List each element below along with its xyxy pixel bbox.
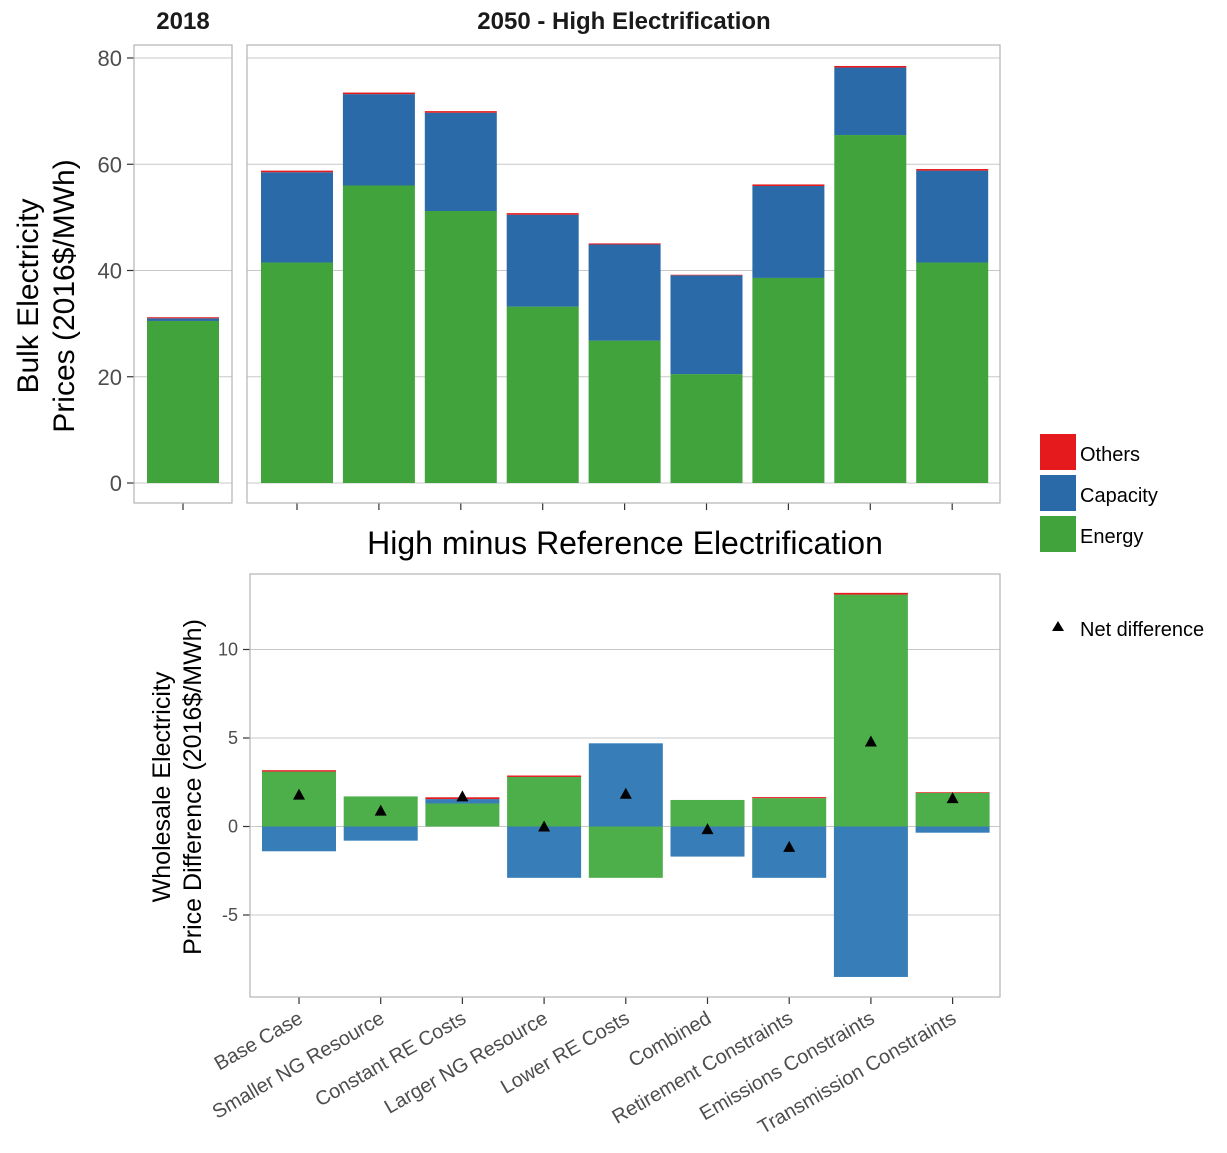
bottom-y-tick-label: -5 (222, 905, 238, 925)
top-y-axis-label-line1: Bulk Electricity (12, 198, 45, 393)
top-y-tick-label: 80 (98, 46, 122, 71)
bottom-bar-others-larger-ng-resource (507, 775, 582, 777)
bottom-bar-energy-emissions-constraints (833, 594, 908, 827)
top-2050-bar-energy-combined (670, 374, 743, 483)
bottom-panel-border (249, 573, 1001, 998)
legend-net-difference-triangle-icon (1052, 621, 1064, 631)
bottom-panel-title: High minus Reference Electrification (367, 525, 883, 561)
bottom-bar-others-emissions-constraints (833, 592, 908, 595)
net-difference-marker-retirement-constraints (783, 840, 796, 852)
top-2050-bar-capacity-combined (670, 275, 743, 375)
legend-swatch-capacity (1040, 475, 1076, 511)
top-2050-bar-others-base-case (261, 170, 333, 173)
bottom-bar-capacity-lower-re-costs (588, 743, 663, 827)
top-y-tick-label: 60 (98, 152, 122, 177)
top-2050-bar-energy-base-case (261, 262, 333, 483)
top-2050-bar-capacity-larger-ng-resource (506, 214, 579, 307)
top-2018-bar-others-2018 (147, 317, 219, 319)
top-y-tick-label: 40 (98, 259, 122, 284)
net-difference-marker-lower-re-costs (619, 787, 632, 799)
top-2050-bar-others-smaller-ng-resource (342, 92, 415, 95)
bottom-bar-capacity-transmission-constraints (915, 826, 990, 833)
top-2050-bar-capacity-constant-re-costs (424, 112, 497, 211)
bottom-y-axis-label-line1: Wholesale Electricity (148, 671, 176, 902)
top-2050-bar-others-larger-ng-resource (506, 213, 579, 215)
net-difference-marker-transmission-constraints (946, 792, 959, 804)
top-2018-bar-capacity-2018 (147, 318, 219, 321)
top-2050-bar-capacity-retirement-constraints (752, 186, 825, 278)
legend-label-energy: Energy (1080, 526, 1143, 548)
bottom-bar-energy-combined (670, 799, 745, 827)
legend-swatch-others (1040, 434, 1076, 470)
bottom-bar-others-base-case (262, 770, 336, 772)
net-difference-marker-smaller-ng-resource (374, 804, 387, 816)
bottom-bar-energy-larger-ng-resource (507, 776, 582, 827)
bottom-bar-capacity-retirement-constraints (752, 826, 827, 878)
top-2050-bar-energy-lower-re-costs (588, 340, 661, 483)
top-2050-bar-capacity-emissions-constraints (834, 67, 907, 136)
top-2050-bar-others-transmission-constraints (916, 169, 989, 171)
top-2050-panel-border (246, 44, 1001, 504)
top-2050-bar-capacity-lower-re-costs (588, 244, 661, 341)
facet-title-2050: 2050 - High Electrification (477, 8, 770, 35)
top-2050-bar-energy-transmission-constraints (916, 262, 989, 483)
bottom-y-tick-label: 0 (228, 817, 238, 837)
legend-label-others: Others (1080, 444, 1140, 466)
legend-label-net-difference: Net difference (1080, 619, 1204, 641)
top-2050-bar-others-retirement-constraints (752, 184, 825, 187)
top-y-tick-label: 0 (110, 471, 122, 496)
top-2050-bar-capacity-transmission-constraints (916, 170, 989, 263)
facet-title-2018: 2018 (156, 8, 209, 35)
top-panel-2050 (246, 44, 1001, 510)
top-y-tick-label: 20 (98, 365, 122, 390)
top-2050-bar-others-emissions-constraints (834, 65, 907, 68)
net-difference-marker-base-case (293, 788, 305, 800)
net-difference-marker-larger-ng-resource (538, 820, 551, 832)
top-2050-bar-others-lower-re-costs (588, 243, 661, 245)
bottom-y-axis-label-line2: Price Difference (2016$/MWh) (179, 619, 207, 955)
bottom-bar-capacity-base-case (262, 826, 336, 852)
bottom-bar-capacity-emissions-constraints (833, 826, 908, 977)
legend-label-capacity: Capacity (1080, 485, 1158, 507)
top-2018-panel-border (133, 44, 233, 504)
legend: Others Capacity Energy Net difference (1040, 434, 1204, 641)
bottom-bar-energy-lower-re-costs (588, 826, 663, 878)
top-2050-bar-energy-retirement-constraints (752, 277, 825, 483)
net-difference-marker-combined (701, 823, 714, 835)
net-difference-marker-emissions-constraints (864, 735, 877, 747)
top-2050-bar-capacity-base-case (261, 172, 333, 263)
bottom-bar-others-retirement-constraints (752, 797, 827, 799)
bottom-y-tick-label: 5 (228, 728, 238, 748)
top-2050-bar-others-combined (670, 274, 743, 276)
top-2050-bar-others-constant-re-costs (424, 111, 497, 113)
bottom-bar-capacity-smaller-ng-resource (343, 826, 418, 841)
bottom-bar-energy-retirement-constraints (752, 798, 827, 827)
legend-swatch-energy (1040, 516, 1076, 552)
top-2018-bar-energy-2018 (147, 320, 219, 483)
bottom-bar-capacity-larger-ng-resource (507, 826, 582, 878)
top-panel-2018: 0 20 40 60 80 (98, 44, 233, 510)
bottom-y-tick-label: 10 (218, 640, 238, 660)
net-difference-marker-constant-re-costs (456, 790, 469, 802)
top-2050-bar-energy-smaller-ng-resource (342, 185, 415, 483)
top-2050-bar-energy-larger-ng-resource (506, 306, 579, 483)
top-y-axis-label-line2: Prices (2016$/MWh) (48, 159, 81, 432)
top-2050-bar-energy-emissions-constraints (834, 135, 907, 483)
bottom-bar-energy-constant-re-costs (425, 803, 500, 827)
top-2050-bar-energy-constant-re-costs (424, 211, 497, 483)
top-2050-bar-capacity-smaller-ng-resource (342, 94, 415, 186)
